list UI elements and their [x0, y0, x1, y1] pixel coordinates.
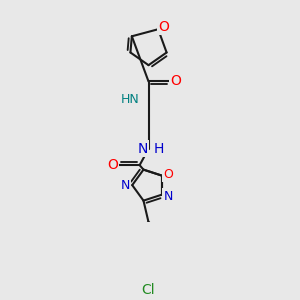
Text: N: N — [121, 178, 130, 192]
Text: HN: HN — [121, 94, 140, 106]
Text: H: H — [154, 142, 164, 156]
Text: O: O — [164, 168, 173, 181]
Text: O: O — [170, 74, 182, 88]
Text: Cl: Cl — [142, 283, 155, 297]
Text: O: O — [158, 20, 169, 34]
Text: N: N — [137, 142, 148, 156]
Text: N: N — [164, 190, 173, 203]
Text: O: O — [107, 158, 118, 172]
